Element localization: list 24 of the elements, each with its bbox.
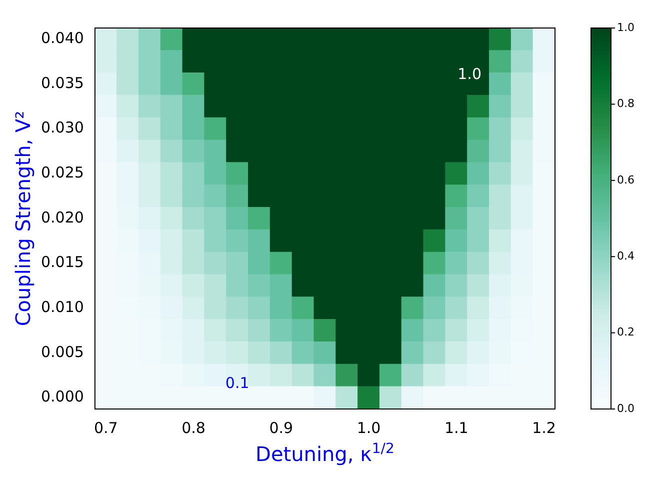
color-bar-label: 0.6 xyxy=(617,173,634,186)
y-tick-label: 0.035 xyxy=(40,74,84,92)
y-tick-label: 0.010 xyxy=(40,298,84,316)
annotation: 1.0 xyxy=(458,64,482,83)
annotation: 0.1 xyxy=(225,374,250,392)
x-tick-label: 1.2 xyxy=(532,418,556,437)
y-tick-label: 0.000 xyxy=(40,388,84,406)
x-tick-label: 0.7 xyxy=(94,418,118,437)
y-tick-label: 0.030 xyxy=(40,118,84,137)
x-tick-label: 0.8 xyxy=(182,418,206,437)
y-tick-label: 0.005 xyxy=(40,342,84,361)
y-tick-label: 0.020 xyxy=(40,208,84,226)
y-tick-label: 0.015 xyxy=(40,253,84,272)
y-axis-title: Coupling Strength, V² xyxy=(11,110,35,326)
x-tick-label: 1.0 xyxy=(356,418,381,437)
color-bar-label: 1.0 xyxy=(617,20,634,34)
color-bar-label: 0.4 xyxy=(617,249,634,262)
x-tick-label: 0.9 xyxy=(269,418,294,437)
color-bar-label: 0.2 xyxy=(617,326,634,339)
color-bar-label: 0.0 xyxy=(617,402,634,415)
y-tick-label: 0.040 xyxy=(40,29,84,48)
y-tick-label: 0.025 xyxy=(40,164,84,182)
x-tick-label: 1.1 xyxy=(444,418,468,437)
color-bar-label: 0.8 xyxy=(617,97,634,110)
